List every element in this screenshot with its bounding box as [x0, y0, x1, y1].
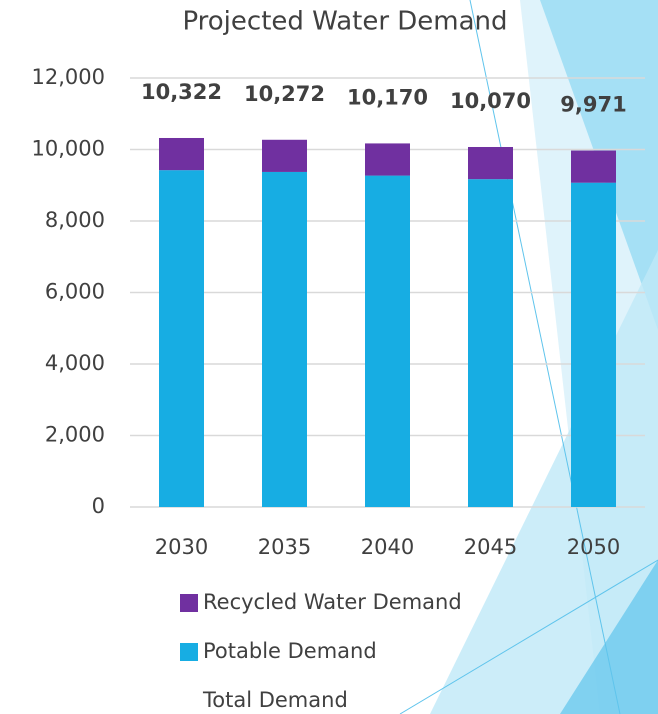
bar-segment [159, 137, 204, 171]
legend-swatch [180, 643, 198, 661]
bar-segment [468, 146, 513, 180]
x-tick-label: 2030 [155, 535, 208, 559]
legend-label: Potable Demand [203, 639, 377, 663]
legend-label: Recycled Water Demand [203, 590, 462, 614]
x-tick-label: 2035 [258, 535, 311, 559]
bar-segment [365, 143, 410, 176]
bar-segment [365, 175, 410, 507]
legend-label: Total Demand [202, 688, 348, 712]
y-tick-label: 0 [92, 494, 105, 518]
data-label: 10,272 [244, 82, 325, 106]
chart-title: Projected Water Demand [182, 7, 507, 37]
data-label: 10,322 [141, 80, 222, 104]
y-tick-label: 2,000 [45, 423, 105, 447]
y-tick-label: 10,000 [32, 137, 105, 161]
y-tick-label: 4,000 [45, 351, 105, 375]
y-tick-label: 8,000 [45, 208, 105, 232]
bar-segment [159, 170, 204, 507]
legend-swatch [180, 594, 198, 612]
bar-segment [262, 171, 307, 508]
y-tick-label: 6,000 [45, 280, 105, 304]
bar-segment [571, 150, 616, 183]
x-tick-label: 2045 [464, 535, 517, 559]
bar-segment [571, 182, 616, 508]
data-label: 10,070 [450, 89, 531, 113]
data-label: 10,170 [347, 85, 428, 109]
bar-segment [468, 179, 513, 508]
x-tick-label: 2040 [361, 535, 414, 559]
bar-segment [262, 139, 307, 172]
data-label: 9,971 [560, 93, 626, 117]
x-tick-label: 2050 [567, 535, 620, 559]
y-tick-label: 12,000 [32, 65, 105, 89]
